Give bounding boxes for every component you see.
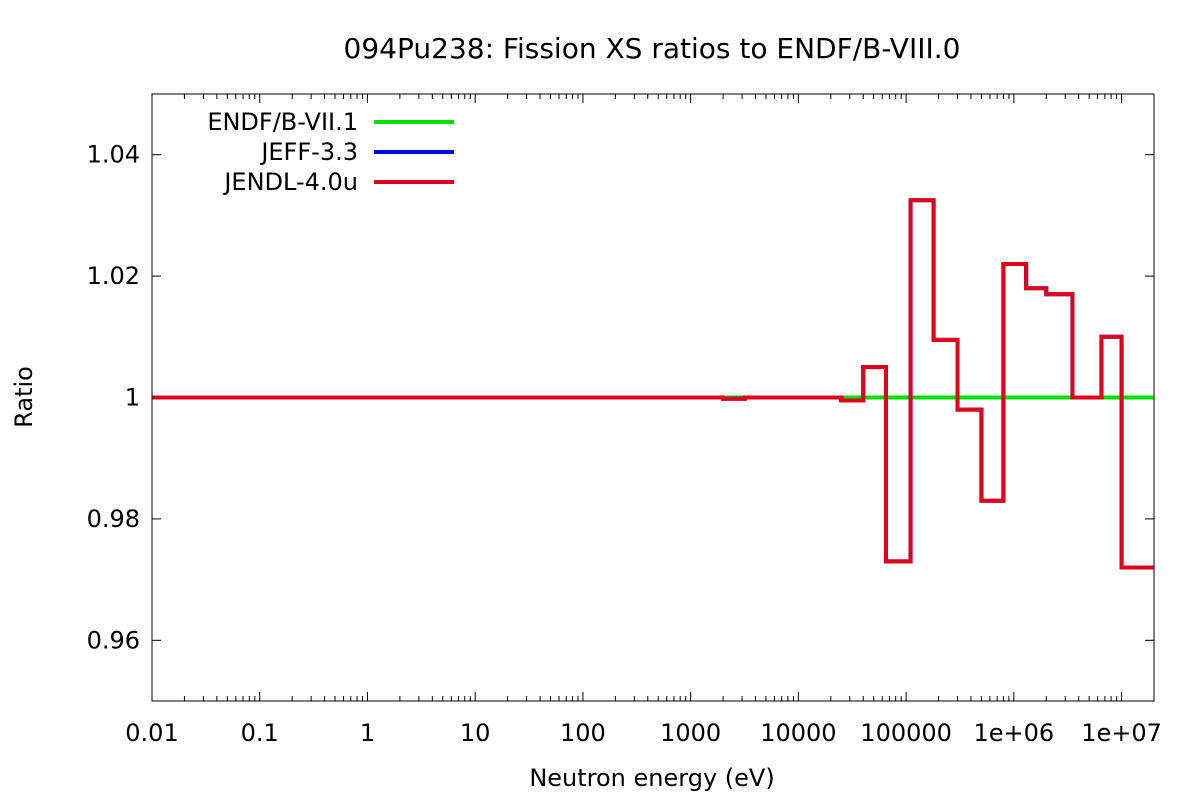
y-tick-label: 1.04 (87, 141, 140, 169)
legend-label: JENDL-4.0u (222, 168, 358, 196)
y-axis-label: Ratio (10, 366, 38, 428)
legend-label: ENDF/B-VII.1 (207, 108, 358, 136)
legend-label: JEFF-3.3 (259, 138, 358, 166)
x-tick-label: 1000 (660, 719, 721, 747)
y-tick-label: 1 (125, 384, 140, 412)
y-tick-label: 0.96 (87, 626, 140, 654)
x-tick-label: 1 (360, 719, 375, 747)
y-tick-label: 1.02 (87, 262, 140, 290)
x-tick-label: 0.01 (125, 719, 178, 747)
series-lines (152, 198, 1154, 570)
x-tick-label: 10 (460, 719, 491, 747)
series-line-jendl-4-0u (152, 198, 1154, 570)
chart-title: 094Pu238: Fission XS ratios to ENDF/B-VI… (344, 32, 961, 65)
x-tick-label: 0.1 (241, 719, 279, 747)
x-tick-label: 10000 (760, 719, 836, 747)
tick-labels: 0.01 0.1 1 10 100 1000 10000 100000 1e+06 1e+07 0.… (87, 141, 1162, 747)
x-axis-label: Neutron energy (eV) (529, 764, 774, 792)
x-tick-label: 1e+07 (1081, 719, 1162, 747)
y-tick-label: 0.98 (87, 505, 140, 533)
plot-frame (151, 93, 1155, 702)
x-tick-label: 1e+06 (973, 719, 1054, 747)
x-tick-label: 100 (560, 719, 606, 747)
x-tick-label: 100000 (860, 719, 952, 747)
axis-ticks (151, 94, 1155, 701)
